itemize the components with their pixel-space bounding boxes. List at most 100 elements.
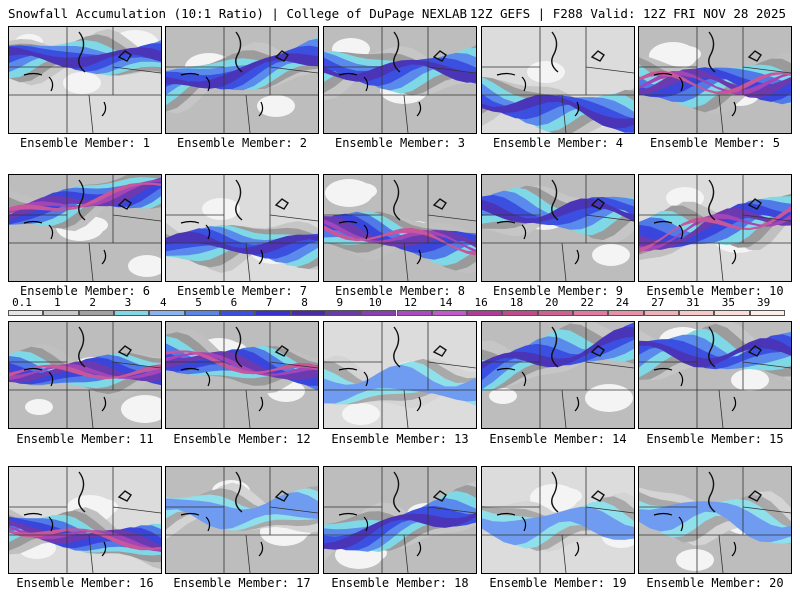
colorbar-tick-label: 6 [230,296,238,309]
ensemble-member-map [8,174,162,282]
snowfall-field [639,27,791,133]
colorbar-tick-label: 16 [474,296,488,309]
ensemble-member-caption: Ensemble Member: 9 [492,284,624,298]
colorbar-swatch [290,310,326,316]
colorbar-swatch [78,310,114,316]
snowfall-field [166,27,318,133]
snowfall-field [166,175,318,281]
ensemble-member-caption: Ensemble Member: 6 [19,284,151,298]
snowfall-field [9,27,161,133]
map-title: Snowfall Accumulation (10:1 Ratio) | Col… [8,6,468,21]
ensemble-member-caption: Ensemble Member: 14 [489,432,627,446]
ensemble-member-map [638,321,792,429]
snowfall-field [324,322,476,428]
colorbar-swatch [608,310,644,316]
ensemble-member-caption: Ensemble Member: 17 [173,576,311,590]
colorbar-tick-label: 27 [651,296,665,309]
ensemble-member-caption: Ensemble Member: 1 [19,136,151,150]
colorbar-tick-label: 35 [721,296,735,309]
colorbar-swatch [184,310,220,316]
colorbar-tick-label: 39 [757,296,771,309]
ensemble-member-map [8,321,162,429]
colorbar-tick-label: 31 [686,296,700,309]
snowfall-field [639,175,791,281]
ensemble-member-map [481,466,635,574]
snowfall-field [639,322,791,428]
colorbar-swatch [431,310,468,316]
colorbar-tick-label: 5 [195,296,202,309]
colorbar-tick-label: 3 [124,296,132,309]
colorbar-swatch [361,310,397,316]
ensemble-member-caption: Ensemble Member: 3 [334,136,466,150]
colorbar-swatch [255,310,291,316]
snowfall-field [482,322,634,428]
ensemble-member-map [323,174,477,282]
colorbar-tick-label: 10 [368,296,382,309]
snowfall-field [482,175,634,281]
colorbar-swatch [749,310,785,316]
ensemble-member-map [165,174,319,282]
snowfall-field [482,27,634,133]
colorbar-swatch [714,310,750,316]
ensemble-member-map [323,321,477,429]
ensemble-member-caption: Ensemble Member: 20 [646,576,784,590]
colorbar-swatch [149,310,185,316]
colorbar-swatch [643,310,680,316]
colorbar-swatch [113,310,150,316]
snowfall-field [166,467,318,573]
ensemble-member-map [8,26,162,134]
snowfall-field [482,467,634,573]
snowfall-field [9,322,161,428]
ensemble-member-map [481,26,635,134]
colorbar-tick-label: 24 [615,296,630,309]
ensemble-member-map [481,174,635,282]
colorbar-tick-label: 7 [265,296,273,309]
run-valid-time: 12Z GEFS | F288 Valid: 12Z FRI NOV 28 20… [469,6,786,21]
colorbar-swatch [467,310,503,316]
colorbar-swatch [537,310,574,316]
colorbar-swatch [396,310,432,316]
snowfall-field [324,27,476,133]
colorbar-tick-label: 8 [301,296,308,309]
snowfall-field [9,175,161,281]
colorbar-tick-label: 22 [580,296,594,309]
colorbar-tick-label: 18 [509,296,524,309]
ensemble-member-map [638,174,792,282]
ensemble-member-caption: Ensemble Member: 11 [16,432,154,446]
colorbar-swatch [679,310,715,316]
ensemble-member-map [165,466,319,574]
ensemble-member-caption: Ensemble Member: 8 [334,284,466,298]
ensemble-member-map [638,26,792,134]
ensemble-member-caption: Ensemble Member: 4 [492,136,624,150]
ensemble-member-caption: Ensemble Member: 7 [176,284,308,298]
ensemble-member-caption: Ensemble Member: 13 [331,432,469,446]
snowfall-field [9,467,161,573]
colorbar-tick-label: 2 [89,296,96,309]
snowfall-field [324,175,476,281]
ensemble-member-map [8,466,162,574]
ensemble-member-caption: Ensemble Member: 18 [331,576,469,590]
colorbar-tick-label: 0.1 [12,296,32,309]
colorbar-tick-label: 20 [545,296,559,309]
ensemble-member-map [323,26,477,134]
colorbar-tick-label: 12 [403,296,418,309]
snowfall-field [639,467,791,573]
snowfall-field [324,467,476,573]
ensemble-member-map [165,321,319,429]
ensemble-member-caption: Ensemble Member: 12 [173,432,311,446]
colorbar-tick-label: 14 [439,296,453,309]
ensemble-member-map [165,26,319,134]
colorbar-swatch [43,310,79,316]
colorbar-swatch [325,310,362,316]
ensemble-member-caption: Ensemble Member: 16 [16,576,154,590]
colorbar-tick-label: 1 [54,296,61,309]
colorbar-tick-label: 9 [336,296,344,309]
ensemble-member-map [638,466,792,574]
ensemble-member-caption: Ensemble Member: 10 [646,284,784,298]
ensemble-member-map [481,321,635,429]
ensemble-member-map [323,466,477,574]
colorbar-tick-label: 4 [159,296,167,309]
ensemble-member-caption: Ensemble Member: 5 [649,136,781,150]
ensemble-member-caption: Ensemble Member: 19 [489,576,627,590]
ensemble-member-caption: Ensemble Member: 15 [646,432,784,446]
